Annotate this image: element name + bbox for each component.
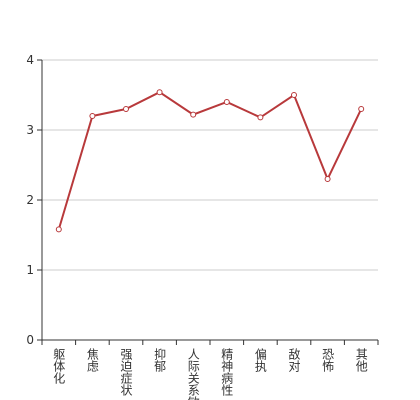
x-tick-label: 精神病性 (220, 348, 234, 397)
point (55, 226, 62, 233)
x-tick-label: 强迫症状 (119, 348, 133, 396)
y-tick-label: 4 (26, 53, 34, 67)
y-tick-label: 2 (26, 193, 34, 207)
point (89, 113, 96, 119)
x-tick-label: 躯体化 (52, 347, 66, 385)
y-tick-label: 1 (26, 263, 34, 277)
point (257, 114, 264, 121)
point (190, 111, 197, 118)
point (223, 99, 230, 105)
point (123, 106, 129, 112)
x-tick-label: 敌对 (287, 347, 301, 372)
x-tick-label: 焦虑 (85, 348, 99, 372)
x-tick-label: 人际关系敏感 (186, 348, 200, 400)
x-tick-label: 抑郁 (153, 347, 167, 373)
x-tick-label: 恐怖 (321, 348, 335, 372)
x-tick-label: 其他 (354, 348, 368, 372)
line (57, 91, 363, 230)
y-tick-label: 3 (26, 123, 34, 137)
point (358, 106, 365, 112)
x-tick-label: 偏执 (253, 347, 267, 373)
point (324, 176, 331, 182)
point (291, 92, 297, 98)
point (156, 89, 163, 96)
y-tick-label: 0 (26, 333, 34, 347)
